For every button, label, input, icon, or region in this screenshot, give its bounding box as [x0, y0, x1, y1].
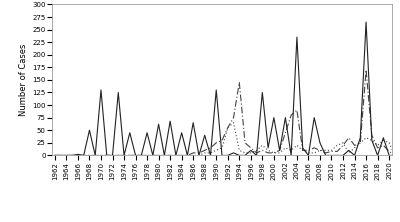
Category 0: [150, 154, 155, 157]
Y-axis label: Number of Cases: Number of Cases: [19, 44, 28, 116]
Line: Category 1: Category 1: [55, 70, 395, 155]
Category 0: [392, 154, 397, 157]
Category 2: [52, 154, 57, 157]
Category 1: [162, 154, 167, 157]
Category 1: [139, 154, 144, 157]
Category 1: [392, 154, 397, 157]
Category 2: [266, 147, 270, 149]
Category 1: [52, 154, 57, 157]
Category 0: [231, 121, 236, 124]
Category 0: [162, 154, 167, 157]
Category 2: [150, 154, 155, 157]
Category 2: [364, 21, 368, 23]
Category 1: [150, 154, 155, 157]
Category 1: [364, 69, 368, 71]
Line: Category 2: Category 2: [55, 22, 395, 155]
Category 1: [110, 154, 115, 157]
Category 0: [110, 154, 115, 157]
Category 2: [168, 120, 172, 123]
Category 0: [168, 154, 172, 157]
Category 1: [266, 152, 270, 154]
Category 1: [168, 154, 172, 157]
Category 2: [139, 154, 144, 157]
Line: Category 0: Category 0: [55, 123, 395, 155]
Category 2: [162, 154, 167, 157]
Category 0: [52, 154, 57, 157]
Category 0: [139, 154, 144, 157]
Category 0: [272, 152, 276, 154]
Category 2: [392, 154, 397, 157]
Category 2: [110, 154, 115, 157]
